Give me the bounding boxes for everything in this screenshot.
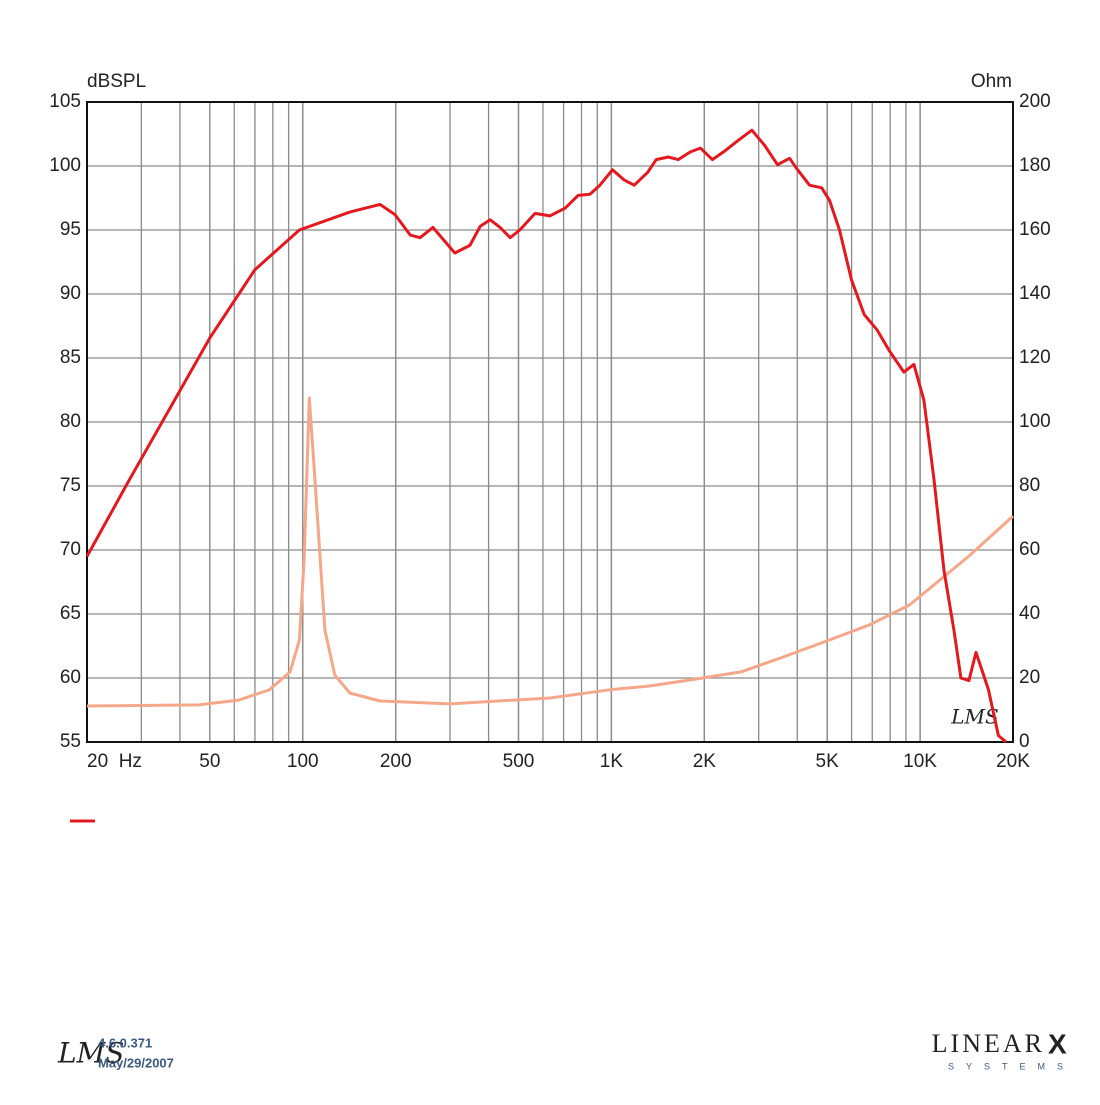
y2-tick-label: 60 xyxy=(1019,539,1040,560)
x-tick-label: 20 Hz xyxy=(87,751,142,772)
y2-tick-label: 40 xyxy=(1019,603,1040,624)
y-tick-label: 105 xyxy=(49,91,81,112)
x-tick-label: 5K xyxy=(816,751,840,772)
y-tick-label: 90 xyxy=(60,283,81,304)
y-tick-label: 75 xyxy=(60,475,81,496)
y-tick-label: 100 xyxy=(49,155,81,176)
brand: LINEAR xyxy=(932,1029,1045,1058)
x-tick-label: 2K xyxy=(693,751,717,772)
y2-tick-label: 80 xyxy=(1019,475,1040,496)
x-tick-label: 1K xyxy=(600,751,624,772)
x-tick-label: 100 xyxy=(287,751,319,772)
brand-sub: SYSTEMS xyxy=(948,1061,1075,1071)
footer-version: 4.6.0.371 xyxy=(98,1035,152,1050)
x-tick-label: 50 xyxy=(199,751,220,772)
x-tick-label: 500 xyxy=(503,751,535,772)
y2-tick-label: 0 xyxy=(1019,731,1030,752)
x-tick-label: 20K xyxy=(996,751,1030,772)
plot-frame xyxy=(86,101,1014,743)
y-axis-label: dBSPL xyxy=(87,71,146,92)
y2-tick-label: 20 xyxy=(1019,667,1040,688)
y2-axis-label: Ohm xyxy=(971,71,1012,92)
footer-logo: LMS xyxy=(57,1037,124,1070)
y2-tick-label: 180 xyxy=(1019,155,1051,176)
brand-mark: X xyxy=(1048,1028,1067,1059)
y-tick-label: 65 xyxy=(60,603,81,624)
y2-tick-label: 160 xyxy=(1019,219,1051,240)
footer-date: May/29/2007 xyxy=(98,1055,174,1070)
y-tick-label: 55 xyxy=(60,731,81,752)
y-tick-label: 85 xyxy=(60,347,81,368)
y2-tick-label: 100 xyxy=(1019,411,1051,432)
y-tick-label: 95 xyxy=(60,219,81,240)
watermark: LMS xyxy=(950,705,998,729)
y-tick-label: 60 xyxy=(60,667,81,688)
y2-tick-label: 120 xyxy=(1019,347,1051,368)
y2-tick-label: 200 xyxy=(1019,91,1051,112)
series-line xyxy=(85,128,1008,744)
series-line xyxy=(86,396,1015,708)
x-tick-label: 200 xyxy=(380,751,412,772)
x-tick-label: 10K xyxy=(903,751,937,772)
y-tick-label: 70 xyxy=(60,539,81,560)
y2-tick-label: 140 xyxy=(1019,283,1051,304)
y-tick-label: 80 xyxy=(60,411,81,432)
